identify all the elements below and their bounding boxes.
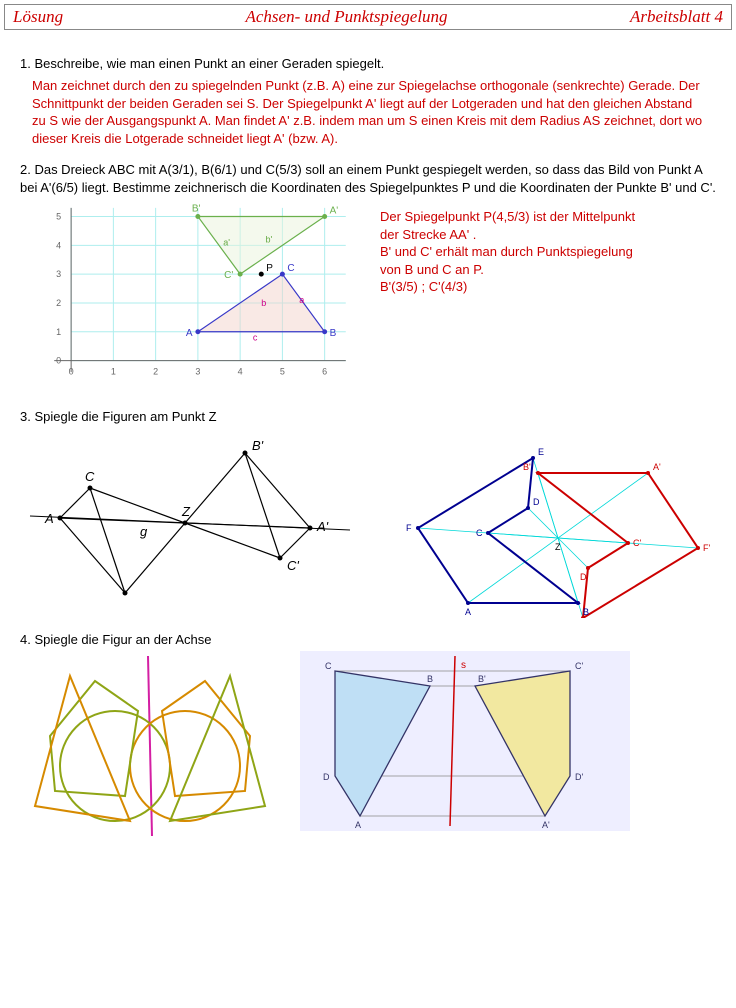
svg-text:B': B' xyxy=(192,204,201,215)
q3-fig1: A B C Z A' B' C' g xyxy=(20,428,358,598)
q2-text: 2. Das Dreieck ABC mit A(3/1), B(6/1) un… xyxy=(20,161,716,196)
svg-text:C': C' xyxy=(224,270,233,281)
svg-text:a': a' xyxy=(223,238,230,248)
svg-text:g: g xyxy=(140,524,148,539)
svg-text:B': B' xyxy=(523,462,531,472)
svg-text:b: b xyxy=(261,298,266,308)
svg-text:1: 1 xyxy=(111,367,116,377)
svg-text:3: 3 xyxy=(195,367,200,377)
svg-text:C': C' xyxy=(633,538,641,548)
svg-text:C: C xyxy=(85,469,95,484)
svg-text:s: s xyxy=(461,660,466,671)
q4-fig1 xyxy=(20,651,280,841)
svg-text:C': C' xyxy=(287,558,299,573)
svg-text:C: C xyxy=(476,528,483,538)
svg-text:A: A xyxy=(44,511,54,526)
svg-text:D': D' xyxy=(580,572,588,582)
worksheet-header: Lösung Achsen- und Punktspiegelung Arbei… xyxy=(4,4,732,30)
svg-text:A': A' xyxy=(653,462,661,472)
svg-text:F: F xyxy=(406,523,412,533)
svg-text:3: 3 xyxy=(56,269,61,279)
svg-text:Z: Z xyxy=(181,504,191,519)
svg-text:A': A' xyxy=(316,519,329,534)
svg-text:A': A' xyxy=(542,820,550,830)
svg-text:c: c xyxy=(253,333,258,343)
svg-text:4: 4 xyxy=(56,241,61,251)
svg-text:B: B xyxy=(583,607,589,617)
header-left: Lösung xyxy=(13,7,63,27)
q3-text: 3. Spiegle die Figuren am Punkt Z xyxy=(20,409,716,424)
q4-fig2: s A B C D A' B' C' D' xyxy=(300,651,630,831)
svg-text:D': D' xyxy=(575,772,583,782)
svg-text:D: D xyxy=(533,497,540,507)
svg-text:5: 5 xyxy=(56,212,61,222)
svg-text:A': A' xyxy=(330,206,339,217)
header-right: Arbeitsblatt 4 xyxy=(630,7,723,27)
svg-text:a: a xyxy=(299,295,304,305)
q2-chart: 0123456012345ABCA'B'C'Pabca'b' xyxy=(20,200,360,395)
svg-text:A: A xyxy=(186,328,193,339)
svg-text:D: D xyxy=(323,772,330,782)
svg-text:B: B xyxy=(330,328,337,339)
svg-text:4: 4 xyxy=(238,367,243,377)
svg-text:P: P xyxy=(266,263,273,274)
svg-text:B: B xyxy=(427,674,433,684)
svg-text:1: 1 xyxy=(56,327,61,337)
svg-text:b': b' xyxy=(265,235,272,245)
svg-text:A: A xyxy=(355,820,361,830)
q1-answer: Man zeichnet durch den zu spiegelnden Pu… xyxy=(32,77,708,147)
svg-text:C: C xyxy=(325,661,332,671)
svg-text:5: 5 xyxy=(280,367,285,377)
svg-text:C': C' xyxy=(575,661,583,671)
svg-text:F': F' xyxy=(703,543,710,553)
svg-text:Z: Z xyxy=(555,542,561,552)
svg-text:B': B' xyxy=(478,674,486,684)
q2-answer: Der Spiegelpunkt P(4,5/3) ist der Mittel… xyxy=(380,200,650,296)
svg-text:A: A xyxy=(465,607,471,617)
svg-text:B': B' xyxy=(252,438,264,453)
svg-text:B: B xyxy=(120,596,129,598)
svg-text:C: C xyxy=(287,263,294,274)
content: 1. Beschreibe, wie man einen Punkt an ei… xyxy=(0,34,736,849)
q4-text: 4. Spiegle die Figur an der Achse xyxy=(20,632,716,647)
svg-text:2: 2 xyxy=(153,367,158,377)
header-center: Achsen- und Punktspiegelung xyxy=(245,7,447,27)
svg-text:E: E xyxy=(538,447,544,457)
q1-text: 1. Beschreibe, wie man einen Punkt an ei… xyxy=(20,56,716,71)
svg-text:6: 6 xyxy=(322,367,327,377)
q3-fig2: ABCDEFA'B'C'D'E'F'Z xyxy=(378,428,716,618)
svg-text:2: 2 xyxy=(56,298,61,308)
